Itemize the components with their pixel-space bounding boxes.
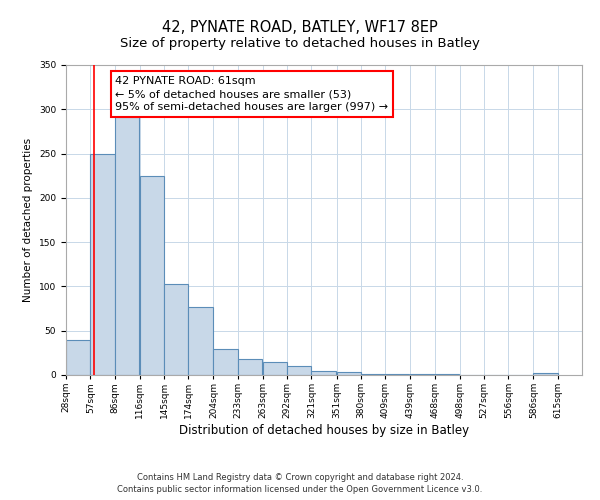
- Bar: [140, 176, 164, 375]
- Bar: [410, 374, 434, 375]
- Y-axis label: Number of detached properties: Number of detached properties: [23, 138, 34, 302]
- Bar: [214, 350, 238, 375]
- X-axis label: Distribution of detached houses by size in Batley: Distribution of detached houses by size …: [179, 424, 469, 437]
- Bar: [533, 373, 558, 375]
- Bar: [263, 362, 287, 375]
- Bar: [115, 118, 139, 375]
- Bar: [287, 366, 311, 375]
- Text: Contains HM Land Registry data © Crown copyright and database right 2024.: Contains HM Land Registry data © Crown c…: [137, 472, 463, 482]
- Bar: [188, 307, 212, 375]
- Text: 42 PYNATE ROAD: 61sqm
← 5% of detached houses are smaller (53)
95% of semi-detac: 42 PYNATE ROAD: 61sqm ← 5% of detached h…: [115, 76, 388, 112]
- Text: 42, PYNATE ROAD, BATLEY, WF17 8EP: 42, PYNATE ROAD, BATLEY, WF17 8EP: [162, 20, 438, 35]
- Bar: [434, 374, 459, 375]
- Bar: [361, 374, 385, 375]
- Bar: [311, 370, 336, 375]
- Bar: [238, 359, 262, 375]
- Bar: [66, 340, 90, 375]
- Text: Contains public sector information licensed under the Open Government Licence v3: Contains public sector information licen…: [118, 485, 482, 494]
- Bar: [385, 374, 409, 375]
- Bar: [164, 284, 188, 375]
- Text: Size of property relative to detached houses in Batley: Size of property relative to detached ho…: [120, 38, 480, 51]
- Bar: [337, 372, 361, 375]
- Bar: [90, 154, 115, 375]
